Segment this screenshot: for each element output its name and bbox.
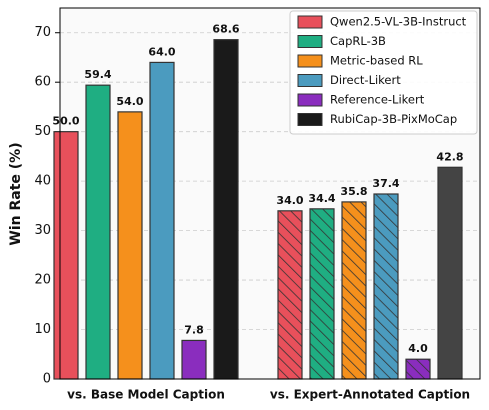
y-tick-label: 50 [34,124,51,139]
y-tick-label: 20 [34,273,51,288]
legend-swatch [297,54,323,68]
x-tick-label: vs. Expert-Annotated Caption [270,388,470,402]
x-tick-label: vs. Base Model Caption [67,388,225,402]
value-label: 64.0 [148,45,175,58]
value-label: 4.0 [408,342,428,355]
y-tick-label: 0 [43,372,51,387]
legend-swatch [297,15,323,29]
legend-label: Reference-Likert [330,93,425,107]
bar [117,111,143,380]
y-tick-label: 60 [34,75,51,90]
legend-label: Direct-Likert [330,73,401,87]
legend-swatch [297,113,323,126]
bar [213,39,239,380]
legend: Qwen2.5-VL-3B-Instruct CapRL-3B Metric-bas… [289,10,478,135]
bar [277,210,303,380]
value-label: 34.4 [308,192,335,205]
value-label: 34.0 [276,194,303,207]
bar [309,208,335,380]
bar [405,358,431,380]
bar [149,61,175,380]
value-label: 68.6 [212,23,239,36]
legend-box [289,10,478,135]
bar [341,201,367,380]
value-label: 7.8 [184,323,204,336]
legend-swatch [297,93,323,107]
value-label: 54.0 [116,95,143,108]
bar [85,84,111,380]
legend-label: CapRL-3B [330,34,386,48]
value-label: 42.8 [436,150,463,163]
legend-swatch [297,74,323,87]
y-tick-label: 30 [34,223,51,238]
y-tick-label: 40 [34,174,51,189]
bar [53,131,79,380]
value-label: 59.4 [84,68,111,81]
legend-label: Metric-based RL [330,54,423,68]
bar [181,339,207,380]
bar [373,193,399,380]
plot-frame [59,7,481,380]
y-axis-label: Win Rate (%) [8,142,24,245]
legend-swatch [297,35,323,48]
bar [437,166,463,380]
y-tick-label: 10 [34,322,51,337]
legend-label: Qwen2.5-VL-3B-Instruct [330,15,467,29]
value-label: 37.4 [372,177,399,190]
y-tick-label: 70 [34,25,51,40]
value-label: 50.0 [52,115,79,128]
legend-label: RubiCap-3B-PixMoCap [330,112,457,126]
value-label: 35.8 [340,185,367,198]
